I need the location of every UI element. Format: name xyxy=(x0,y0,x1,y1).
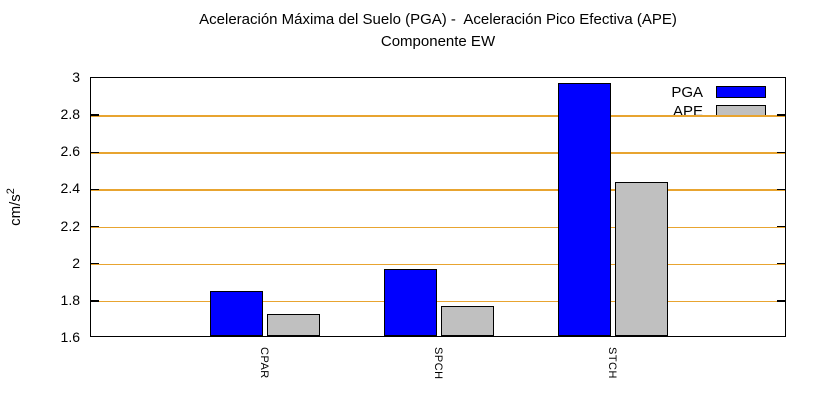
gridline xyxy=(91,189,785,191)
gridline xyxy=(91,300,785,303)
gridline xyxy=(91,152,785,154)
y-tick-label: 2 xyxy=(72,254,80,271)
y-tick-mark xyxy=(777,188,785,191)
legend-label-ape: APE xyxy=(672,102,703,120)
y-axis-label: cm/s2 xyxy=(5,147,25,267)
y-axis-label-exponent: 2 xyxy=(5,188,17,195)
x-category-label: STCH xyxy=(606,347,618,379)
y-tick-mark xyxy=(91,188,99,191)
y-tick-label: 2.8 xyxy=(60,106,80,123)
gridline xyxy=(91,226,785,229)
legend-swatch-pga xyxy=(716,86,766,98)
chart-title-line1: Aceleración Máxima del Suelo (PGA) - Ace… xyxy=(199,11,677,28)
y-tick-label: 2.4 xyxy=(60,180,80,197)
y-tick-mark xyxy=(777,262,785,265)
legend-label-pga: PGA xyxy=(671,83,703,101)
plot-area: PGA APE xyxy=(90,77,786,337)
y-tick-label: 1.8 xyxy=(60,291,80,308)
y-tick-mark xyxy=(777,300,785,302)
bar-ape-stch xyxy=(615,181,668,336)
bar-ape-cpar xyxy=(267,313,320,336)
y-tick-label: 1.6 xyxy=(60,329,80,345)
gridline xyxy=(91,263,785,266)
legend-item-ape: APE xyxy=(657,102,766,120)
y-tick-mark xyxy=(777,151,785,154)
chart-title: Aceleración Máxima del Suelo (PGA) - Ace… xyxy=(90,9,786,53)
bar-pga-stch xyxy=(558,83,611,336)
y-tick-mark xyxy=(777,114,785,116)
y-tick-mark xyxy=(91,300,99,302)
y-tick-mark xyxy=(91,225,99,228)
y-tick-mark xyxy=(777,225,785,228)
legend-item-pga: PGA xyxy=(657,83,766,101)
bar-pga-cpar xyxy=(210,291,263,336)
y-tick-label: 2.6 xyxy=(60,143,80,160)
gridline xyxy=(91,115,785,117)
bar-pga-spch xyxy=(384,269,437,336)
y-tick-label: 2.2 xyxy=(60,217,80,234)
y-tick-label: 3 xyxy=(72,69,80,85)
bar-ape-spch xyxy=(441,306,494,336)
y-tick-mark xyxy=(91,151,99,154)
y-tick-mark xyxy=(91,114,99,116)
chart-title-line2: Componente EW xyxy=(380,33,496,50)
x-category-label: SPCH xyxy=(432,347,444,380)
y-tick-mark xyxy=(91,262,99,265)
x-category-label: CPAR xyxy=(258,347,270,379)
